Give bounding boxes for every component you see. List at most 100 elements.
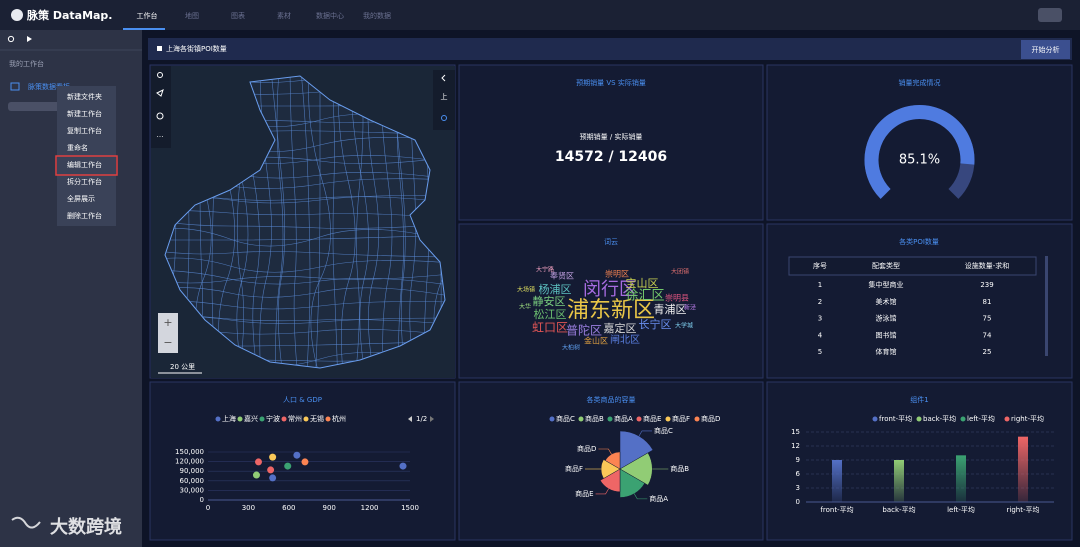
map-search[interactable] <box>157 72 163 78</box>
map-more[interactable]: … <box>157 131 164 139</box>
menu-item[interactable]: 重命名 <box>67 143 88 152</box>
legend-label[interactable]: back-平均 <box>923 414 956 423</box>
logo-icon <box>11 9 23 21</box>
expand-icon[interactable] <box>27 36 32 42</box>
legend-label[interactable]: 宁波 <box>266 414 280 423</box>
legend-label[interactable]: 上海 <box>222 414 236 423</box>
word: 浦东新区 <box>567 298 655 323</box>
menu-item[interactable]: 删除工作台 <box>67 211 102 220</box>
rose-slice <box>599 468 621 493</box>
nav-tab[interactable]: 地图 <box>185 11 199 20</box>
word: 新泾 <box>684 304 696 312</box>
district-boundary <box>337 76 356 368</box>
legend-swatch[interactable] <box>259 416 265 422</box>
legend-prev[interactable] <box>408 416 412 422</box>
rose-slice <box>600 459 621 479</box>
legend-swatch[interactable] <box>549 416 555 422</box>
map-clock[interactable] <box>156 112 164 120</box>
y-tick-label: 120,000 <box>175 458 204 466</box>
legend-label[interactable]: 常州 <box>288 414 302 423</box>
legend-swatch[interactable] <box>215 416 221 422</box>
slice-label: 商品D <box>577 444 596 453</box>
legend-next[interactable] <box>430 416 434 422</box>
analyze-button[interactable] <box>1021 40 1070 59</box>
menu-item[interactable]: 拆分工作台 <box>67 177 102 186</box>
legend-label[interactable]: right-平均 <box>1011 414 1044 423</box>
legend-swatch[interactable] <box>237 416 243 422</box>
nav-tab[interactable]: 数据中心 <box>316 11 344 20</box>
legend-swatch[interactable] <box>694 416 700 422</box>
slice-label: 商品B <box>670 464 689 473</box>
slice-label: 商品E <box>575 489 593 498</box>
menu-item[interactable]: 全屏展示 <box>67 194 95 203</box>
legend-label[interactable]: 嘉兴 <box>244 414 258 423</box>
legend-swatch[interactable] <box>960 416 966 422</box>
legend-label[interactable]: 商品C <box>556 414 575 423</box>
table-header <box>788 256 1037 276</box>
legend-swatch[interactable] <box>325 416 331 422</box>
legend-swatch[interactable] <box>636 416 642 422</box>
legend-swatch[interactable] <box>303 416 309 422</box>
legend-swatch[interactable] <box>281 416 287 422</box>
table-cell: 4 <box>818 331 823 339</box>
map-locate[interactable] <box>441 115 447 121</box>
workspace-item[interactable]: 脉策数据看板 <box>28 82 70 91</box>
x-tick-label: 0 <box>206 504 210 512</box>
nav-tab[interactable]: 工作台 <box>137 11 158 20</box>
table-cell: 美术馆 <box>876 297 897 306</box>
y-tick-label: 90,000 <box>180 467 205 475</box>
menu-highlight <box>55 155 118 176</box>
legend-swatch[interactable] <box>916 416 922 422</box>
x-tick-label: front-平均 <box>820 505 853 514</box>
table-cell: 游泳馆 <box>876 314 897 323</box>
y-tick-label: 150,000 <box>175 448 204 456</box>
word: 杨浦区 <box>539 282 572 296</box>
legend-swatch[interactable] <box>1004 416 1010 422</box>
bar <box>956 455 966 502</box>
word: 嘉定区 <box>604 321 637 335</box>
menu-item[interactable]: 新建文件夹 <box>67 92 102 101</box>
table-cell: 2 <box>818 298 822 306</box>
kpi-title: 预期销量 VS 实际销量 <box>576 78 646 87</box>
legend-label[interactable]: 商品B <box>585 414 604 423</box>
legend-swatch[interactable] <box>578 416 584 422</box>
nav-tab[interactable]: 素材 <box>277 11 291 20</box>
legend-label[interactable]: front-平均 <box>879 414 912 423</box>
table-cell: 25 <box>983 348 992 356</box>
word: 大柏树 <box>562 344 580 352</box>
legend-label[interactable]: 商品A <box>614 414 633 423</box>
x-tick-label: 900 <box>323 504 336 512</box>
map-collapse[interactable] <box>441 74 446 82</box>
zoom-in[interactable]: + <box>163 316 172 329</box>
menu-item[interactable]: 新建工作台 <box>67 109 102 118</box>
scrollbar[interactable] <box>1045 256 1048 356</box>
map-side-button[interactable]: 上 <box>441 92 448 101</box>
legend-swatch[interactable] <box>607 416 613 422</box>
nav-tab[interactable]: 图表 <box>231 11 245 20</box>
legend-label[interactable]: 商品D <box>701 414 720 423</box>
district-boundary <box>165 299 445 310</box>
map-side-toolbar <box>433 70 455 130</box>
legend-label[interactable]: 无锡 <box>310 414 324 423</box>
rose-slice <box>619 468 646 498</box>
menu-item[interactable]: 复制工作台 <box>67 126 102 135</box>
table-cell: 3 <box>818 315 822 323</box>
word: 虹口区 <box>532 321 568 335</box>
search-icon[interactable] <box>7 35 15 43</box>
legend-label[interactable]: 商品E <box>643 414 661 423</box>
zoom-out[interactable]: − <box>163 336 172 349</box>
table-header-cell: 设施数量-求和 <box>965 261 1010 270</box>
map-pin[interactable] <box>156 89 164 97</box>
avatar[interactable] <box>1038 8 1062 22</box>
legend-label[interactable]: 杭州 <box>332 414 346 423</box>
word: 普陀区 <box>566 323 602 338</box>
legend-swatch[interactable] <box>665 416 671 422</box>
analyze-button-label[interactable]: 开始分析 <box>1032 45 1060 54</box>
legend-swatch[interactable] <box>872 416 878 422</box>
table-title: 各类POI数量 <box>899 237 939 246</box>
table-cell: 图书馆 <box>876 330 897 339</box>
menu-item[interactable]: 编辑工作台 <box>67 160 102 169</box>
nav-tab[interactable]: 我的数据 <box>363 11 391 20</box>
legend-label[interactable]: left-平均 <box>967 414 995 423</box>
legend-label[interactable]: 商品F <box>672 414 690 423</box>
